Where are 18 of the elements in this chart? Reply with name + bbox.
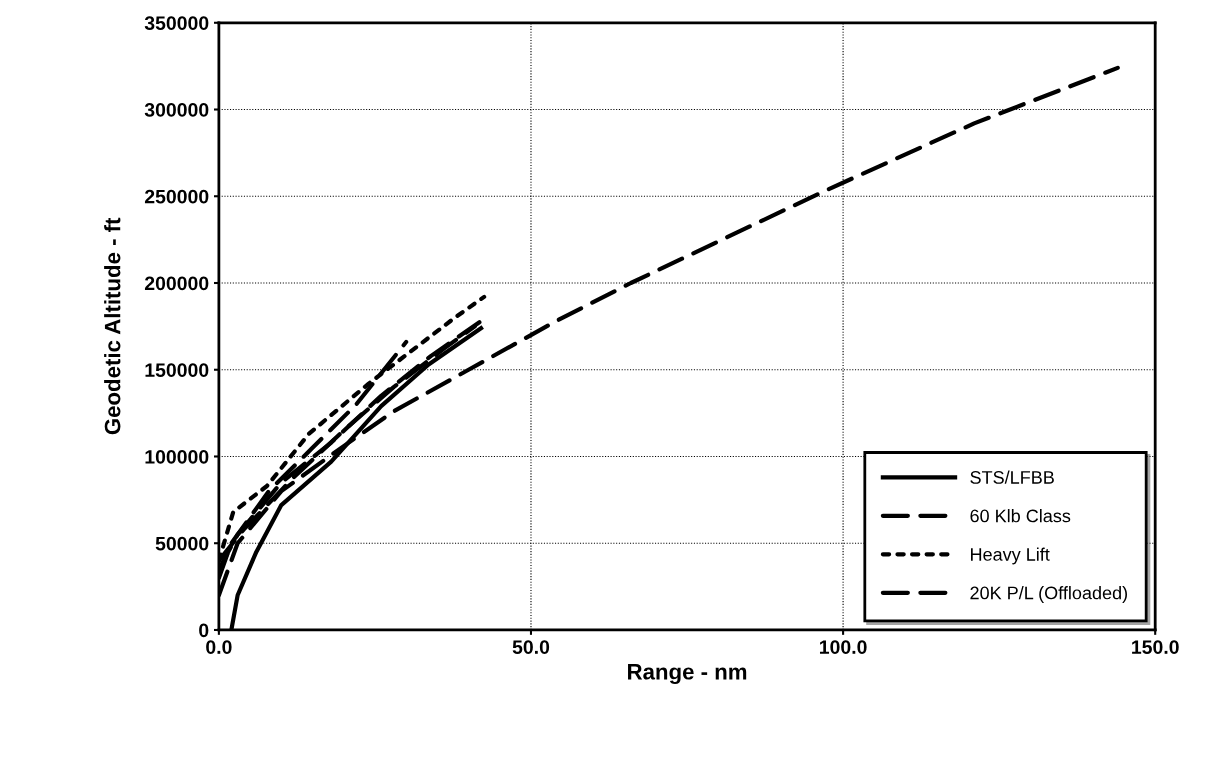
legend-label: Heavy Lift: [971, 547, 1050, 565]
y-tick-label: 0: [199, 623, 209, 638]
legend-label: 20K P/L (Offloaded): [970, 586, 1128, 603]
x-tick-label: 0.0: [206, 640, 232, 654]
y-tick-label: 150000: [145, 363, 209, 377]
x-tick-label: 150.0: [1132, 640, 1179, 654]
x-tick-label: 100.0: [819, 640, 867, 654]
y-tick-label: 350000: [144, 16, 209, 31]
y-tick-label: 300000: [144, 102, 209, 117]
legend-label: STS/LFBB: [970, 470, 1054, 484]
y-tick-label: 50000: [155, 536, 209, 551]
legend-label: 60 Klb Class: [970, 509, 1071, 523]
x-axis-title: Range - nm: [628, 664, 747, 685]
y-axis-title: Geodetic Altitude - ft: [104, 217, 121, 435]
y-tick-label: 250000: [144, 189, 209, 204]
y-tick-label: 100000: [145, 449, 209, 464]
y-tick-label: 200000: [144, 276, 209, 291]
x-tick-label: 50.0: [512, 640, 550, 654]
